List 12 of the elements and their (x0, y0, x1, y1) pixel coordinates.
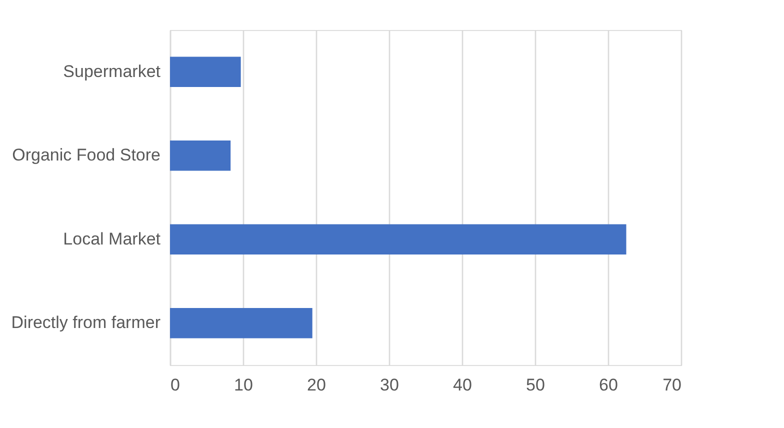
x-tick-label: 50 (526, 376, 545, 394)
x-tick-label: 60 (599, 376, 618, 394)
x-tick-label: 10 (234, 376, 253, 394)
x-tick-label: 40 (453, 376, 472, 394)
x-tick-label: 70 (662, 376, 682, 394)
y-tick-label: Directly from farmer (11, 313, 161, 332)
y-tick-label: Supermarket (63, 62, 161, 81)
x-tick-label: 20 (307, 376, 326, 394)
x-tick-label: 0 (170, 376, 180, 394)
y-tick-label: Local Market (63, 229, 161, 248)
x-tick-label: 30 (380, 376, 399, 394)
y-tick-label: Organic Food Store (12, 146, 160, 165)
